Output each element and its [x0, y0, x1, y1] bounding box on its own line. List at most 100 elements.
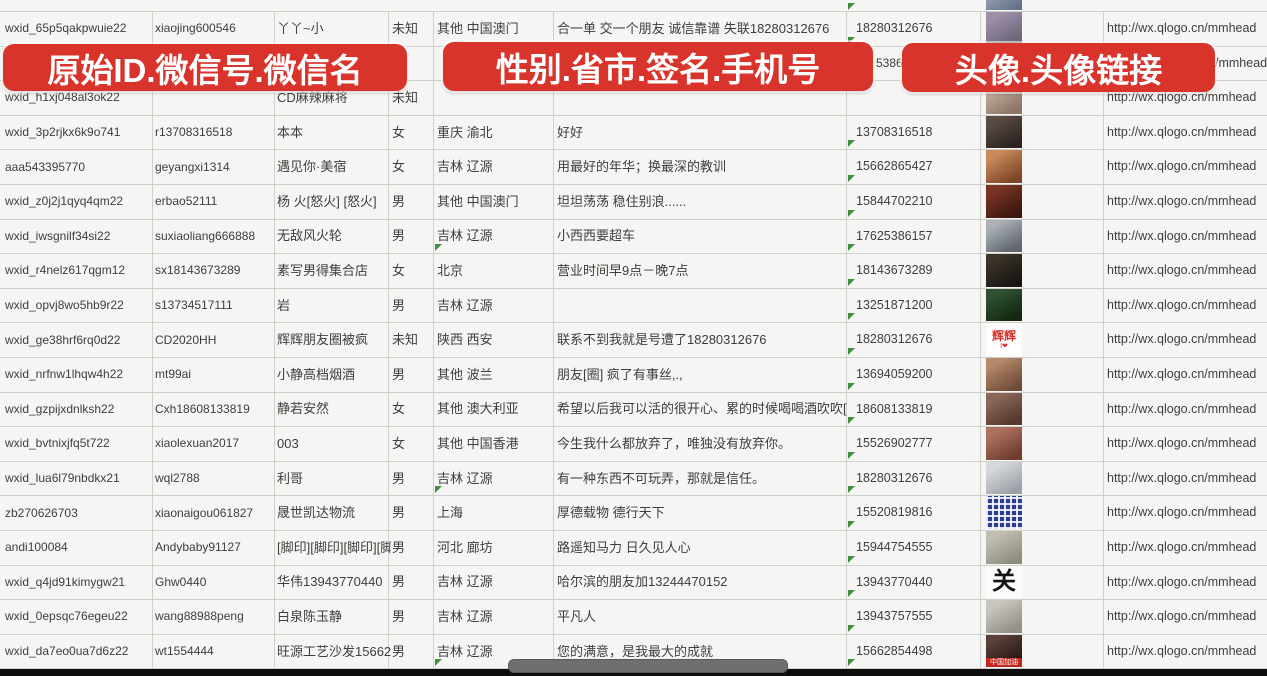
photo-avatar[interactable]: [986, 427, 1022, 460]
cell-wechat-name[interactable]: 本本: [274, 115, 391, 150]
cell-original-id[interactable]: wxid_bvtnixjfq5t722: [2, 426, 155, 461]
cell-avatar-link[interactable]: http://wx.qlogo.cn/mmhead: [1103, 11, 1267, 46]
cell-avatar-link[interactable]: /mmhead: [1103, 46, 1267, 81]
cell-wechat-account[interactable]: Cxh18608133819: [152, 392, 277, 427]
cell-wechat-account[interactable]: erbao52111: [152, 184, 277, 219]
cell-avatar-link[interactable]: http://wx.qlogo.cn/mmhead: [1103, 599, 1267, 634]
cell-avatar-link[interactable]: http://wx.qlogo.cn/mmhead: [1103, 495, 1267, 530]
cell-signature[interactable]: 合一单 交一个朋友 诚信靠谱 失联18280312676: [553, 11, 850, 46]
cell-original-id[interactable]: wxid_ge38hrf6rq0d22: [2, 322, 155, 357]
cell-original-id[interactable]: zb270626703: [2, 495, 155, 530]
horizontal-scrollbar[interactable]: [508, 659, 788, 673]
cell-region[interactable]: 吉林 辽源: [433, 634, 557, 669]
cell-signature[interactable]: 厚德载物 德行天下: [553, 495, 850, 530]
cell-wechat-name[interactable]: 白泉陈玉静: [274, 599, 391, 634]
cell-original-id[interactable]: andi100084: [2, 530, 155, 565]
cell-gender[interactable]: 女: [388, 392, 437, 427]
cell-wechat-name[interactable]: 旺源工艺沙发15662854: [274, 634, 391, 669]
cell-wechat-name[interactable]: 遇见你·美宿: [274, 149, 391, 184]
cell-original-id[interactable]: wxid_z0j2j1qyq4qm22: [2, 184, 155, 219]
cell-phone[interactable]: 18143673289: [846, 253, 990, 288]
cell-gender[interactable]: 男: [388, 634, 437, 669]
cell-region[interactable]: 其他 中国澳门: [433, 11, 557, 46]
cell-avatar-link[interactable]: http://wx.qlogo.cn/mmhead: [1103, 80, 1267, 115]
cell-wechat-name[interactable]: 003: [274, 426, 391, 461]
cell-wechat-account[interactable]: suxiaoliang666888: [152, 219, 277, 254]
cell-wechat-account[interactable]: xiaonaigou061827: [152, 495, 277, 530]
cell-gender[interactable]: 男: [388, 495, 437, 530]
text-avatar[interactable]: 关: [986, 565, 1022, 599]
photo-avatar[interactable]: [986, 150, 1022, 183]
cell-phone[interactable]: 18280312676: [846, 461, 990, 496]
cell-phone[interactable]: 15520819816: [846, 495, 990, 530]
photo-avatar[interactable]: [986, 600, 1022, 633]
cell-wechat-name[interactable]: 华伟13943770440: [274, 565, 391, 600]
cell-phone[interactable]: 13251871200: [846, 288, 990, 323]
photo-avatar[interactable]: [986, 288, 1022, 322]
cell-original-id[interactable]: wxid_da7eo0ua7d6z22: [2, 634, 155, 669]
cell-gender[interactable]: 女: [388, 149, 437, 184]
cell-region[interactable]: 陕西 西安: [433, 322, 557, 357]
cell-phone[interactable]: 15662865427: [846, 149, 990, 184]
photo-avatar[interactable]: [986, 12, 1022, 45]
cell-gender[interactable]: 未知: [388, 80, 437, 115]
cell-gender[interactable]: 男: [388, 219, 437, 254]
cell-signature[interactable]: 有一种东西不可玩弄，那就是信任。: [553, 461, 850, 496]
cell-gender[interactable]: 男: [388, 288, 437, 323]
cell-original-id[interactable]: wxid_opvj8wo5hb9r22: [2, 288, 155, 323]
cell-phone[interactable]: 13694059200: [846, 357, 990, 392]
cell-gender[interactable]: 男: [388, 565, 437, 600]
cell-wechat-account[interactable]: wt1554444: [152, 634, 277, 669]
cell-original-id[interactable]: wxid_lua6l79nbdkx21: [2, 461, 155, 496]
cell-avatar-link[interactable]: http://wx.qlogo.cn/mmhead: [1103, 149, 1267, 184]
qr-code-avatar[interactable]: [986, 496, 1022, 529]
cell-phone[interactable]: 17625386157: [846, 219, 990, 254]
cell-original-id[interactable]: wxid_iwsgnilf34si22: [2, 219, 155, 254]
text-avatar[interactable]: 辉辉 I❤: [986, 323, 1022, 356]
cell-phone[interactable]: 13943757555: [846, 599, 990, 634]
cell-avatar-link[interactable]: http://wx.qlogo.cn/mmhead: [1103, 357, 1267, 392]
photo-avatar[interactable]: [986, 392, 1022, 426]
cell-signature[interactable]: 今生我什么都放弃了，唯独没有放弃你。: [553, 426, 850, 461]
cell-phone[interactable]: 15844702210: [846, 184, 990, 219]
cell-signature[interactable]: 希望以后我可以活的很开心、累的时候喝喝酒吹吹[: [553, 392, 850, 427]
cell-avatar-link[interactable]: http://wx.qlogo.cn/mmhead: [1103, 184, 1267, 219]
cell-original-id[interactable]: aaa543395770: [2, 149, 155, 184]
cell-region[interactable]: 其他 中国香港: [433, 426, 557, 461]
cell-signature[interactable]: 用最好的年华；换最深的教训: [553, 149, 850, 184]
cell-gender[interactable]: 男: [388, 184, 437, 219]
cell-original-id[interactable]: wxid_0epsqc76egeu22: [2, 599, 155, 634]
cell-region[interactable]: 北京: [433, 253, 557, 288]
cell-original-id[interactable]: wxid_q4jd91kimygw21: [2, 565, 155, 600]
photo-avatar[interactable]: 中国加油: [986, 634, 1022, 668]
cell-avatar-link[interactable]: http://wx.qlogo.cn/mmhead: [1103, 634, 1267, 669]
cell-phone[interactable]: 15662854498: [846, 634, 990, 669]
cell-wechat-account[interactable]: Andybaby91127: [152, 530, 277, 565]
cell-signature[interactable]: 路遥知马力 日久见人心: [553, 530, 850, 565]
cell-gender[interactable]: 女: [388, 426, 437, 461]
cell-signature[interactable]: 坦坦荡荡 稳住别浪......: [553, 184, 850, 219]
cell-wechat-name[interactable]: 素写男得集合店: [274, 253, 391, 288]
cell-wechat-account[interactable]: sx18143673289: [152, 253, 277, 288]
cell-signature[interactable]: 好好: [553, 115, 850, 150]
cell-gender[interactable]: 未知: [388, 322, 437, 357]
cell-wechat-name[interactable]: 小静高档烟酒: [274, 357, 391, 392]
photo-avatar[interactable]: [986, 115, 1022, 149]
cell-wechat-name[interactable]: 岩: [274, 288, 391, 323]
cell-avatar-link[interactable]: http://wx.qlogo.cn/mmhead: [1103, 219, 1267, 254]
cell-region[interactable]: 重庆 渝北: [433, 115, 557, 150]
cell-avatar-link[interactable]: http://wx.qlogo.cn/mmhead: [1103, 530, 1267, 565]
cell-avatar-link[interactable]: http://wx.qlogo.cn/mmhead: [1103, 392, 1267, 427]
cell-wechat-name[interactable]: 无敌风火轮: [274, 219, 391, 254]
photo-avatar[interactable]: [986, 219, 1022, 253]
cell-signature[interactable]: 朋友[圈] 疯了有事丝,.,: [553, 357, 850, 392]
cell-original-id[interactable]: wxid_r4nelz617qgm12: [2, 253, 155, 288]
cell-original-id[interactable]: wxid_h1xj048al3ok22: [2, 80, 155, 115]
cell-wechat-account[interactable]: s13734517111: [152, 288, 277, 323]
cell-wechat-name[interactable]: 晟世凯达物流: [274, 495, 391, 530]
cell-wechat-account[interactable]: xiaojing600546: [152, 11, 277, 46]
cell-signature[interactable]: 联系不到我就是号遭了18280312676: [553, 322, 850, 357]
cell-phone[interactable]: 5386: [846, 46, 1010, 81]
cell-avatar-link[interactable]: http://wx.qlogo.cn/mmhead: [1103, 322, 1267, 357]
cell-original-id[interactable]: wxid_nrfnw1lhqw4h22: [2, 357, 155, 392]
